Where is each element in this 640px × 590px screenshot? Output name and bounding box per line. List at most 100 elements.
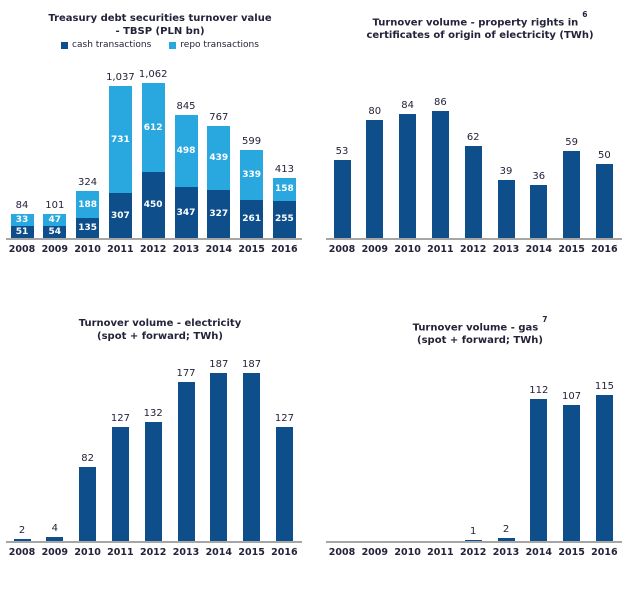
year-label: 2008 [8,547,36,558]
chart-panel-tbsp: Treasury debt securities turnover value … [0,0,320,295]
year-label: 2010 [394,547,421,558]
value-label: 845 [176,100,196,112]
segment-cash: 255 [272,200,296,238]
bar-2009: 47 54 [43,214,67,238]
value-label: 84 [401,99,414,111]
segment-cash: 450 [141,172,165,238]
value-label: 413 [274,163,294,175]
bar-2013: 498 347 [174,114,198,238]
value-label: 101 [45,200,65,211]
year-label: 2012 [459,547,487,558]
value-label: 187 [242,359,262,371]
year-label: 2010 [394,244,421,255]
plot-area-property-rights: 2008 53 2009 80 2010 84 2011 86 2012 62 2013 39 2014… [326,60,622,255]
segment-repo: 158 [272,177,296,201]
bar-2016: 158 255 [272,177,296,238]
bar-2016 [595,394,613,541]
value-label: 187 [209,359,229,371]
x-axis-line [6,238,302,240]
year-label: 2008 [328,547,356,558]
year-label: 2010 [74,547,101,558]
year-label: 2011 [107,547,134,558]
value-label: 62 [466,132,480,144]
x-axis-line [6,541,302,543]
segment-cash: 135 [76,218,100,238]
title-line-2: certificates of origin of electricity (T… [366,30,594,42]
footnote-ref-6: 6 [582,10,588,19]
value-label: 82 [81,453,94,465]
bar-2011 [111,426,129,541]
segment-cash: 327 [207,190,231,238]
bar-2009 [366,119,384,238]
segment-repo: 498 [174,114,198,188]
value-label: 115 [594,380,614,392]
bar-2015 [243,373,261,541]
year-label: 2008 [328,244,356,255]
title-line-2: - TBSP (PLN bn) [115,26,205,37]
bar-2008: 33 51 [10,214,34,238]
value-label: 2 [502,524,510,536]
title-line-2: (spot + forward; TWh) [417,335,543,347]
value-label: 36 [532,170,546,182]
year-label: 2014 [525,547,553,558]
segment-repo: 188 [76,190,100,219]
legend: cash transactions repo transactions [0,40,320,50]
plot-area-tbsp: 2008 33 51 84 2009 47 54 101 2010 188 135 324 2011 73… [6,60,302,255]
value-label: 127 [110,412,130,424]
bar-2015 [563,150,581,238]
chart-title-gas: Turnover volume - gas7 (spot + forward; … [320,295,640,347]
value-label: 132 [143,408,163,420]
year-label: 2009 [361,244,389,255]
year-label: 2015 [558,547,585,558]
year-label: 2013 [492,547,520,558]
year-label: 2012 [139,244,167,255]
segment-repo: 33 [10,214,34,226]
chart-panel-gas: Turnover volume - gas7 (spot + forward; … [320,295,640,590]
year-label: 2010 [74,244,101,255]
value-label: 127 [274,412,294,424]
year-label: 2013 [172,244,200,255]
title-line-1: Turnover volume - electricity [78,318,242,329]
segment-repo: 47 [43,214,67,226]
value-label: 86 [434,96,447,108]
chart-panel-property-rights: Turnover volume - property rights in6 ce… [320,0,640,295]
year-label: 2011 [427,244,454,255]
bar-2014 [210,373,228,541]
bar-2013 [497,538,515,541]
segment-cash: 51 [10,226,34,238]
year-label: 2016 [271,244,298,255]
legend-swatch-repo-icon [169,41,177,49]
title-line-1: Turnover volume - gas [412,322,539,334]
x-axis-line [326,541,622,543]
bar-2012 [144,422,162,541]
value-label: 80 [368,105,382,117]
bar-2012: 612 450 [141,82,165,238]
year-label: 2009 [41,244,69,255]
value-label: 112 [529,384,549,396]
footnote-ref-7: 7 [542,315,548,324]
bar-2016 [275,426,293,541]
legend-label-cash: cash transactions [72,40,152,50]
bar-2013 [497,180,515,238]
bar-2013 [177,382,195,541]
segment-cash: 261 [240,199,264,238]
bar-2008 [13,539,31,541]
value-label: 53 [335,145,349,157]
segment-repo: 612 [141,82,165,173]
chart-panel-electricity: Turnover volume - electricity (spot + fo… [0,295,320,590]
bar-2010: 188 135 [76,190,100,238]
value-label: 39 [499,166,513,178]
year-label: 2015 [238,547,265,558]
year-label: 2011 [107,244,134,255]
segment-cash: 347 [174,187,198,238]
title-line-1: Treasury debt securities turnover value [48,13,272,24]
value-label: 2 [18,525,26,537]
value-label: 1 [470,525,477,537]
value-label: 59 [565,136,578,148]
chart-title-electricity: Turnover volume - electricity (spot + fo… [0,295,320,343]
title-line-2: (spot + forward; TWh) [97,331,223,342]
bar-2009 [46,537,64,541]
year-label: 2016 [591,244,618,255]
year-label: 2016 [591,547,618,558]
